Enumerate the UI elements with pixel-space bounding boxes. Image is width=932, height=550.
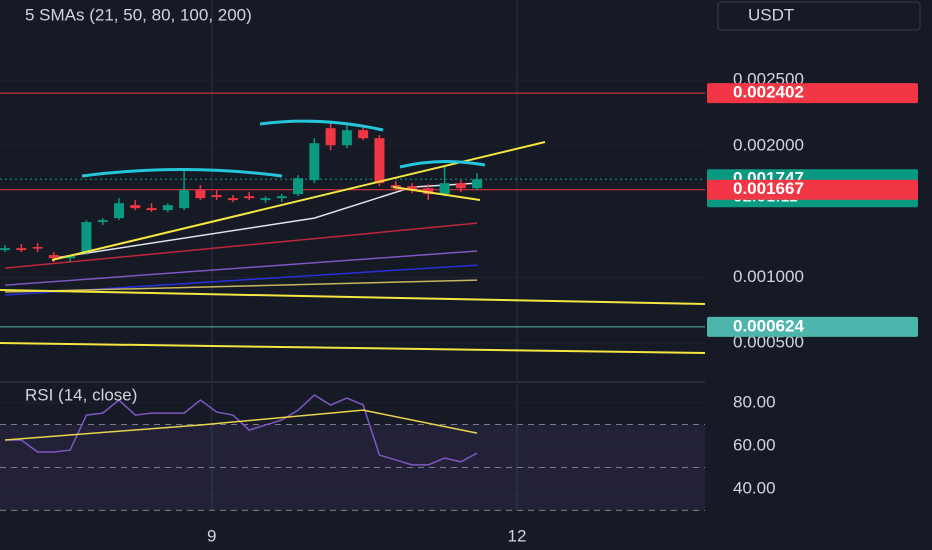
- drawings: [0, 119, 706, 354]
- rsi-title: RSI (14, close): [25, 385, 137, 404]
- price-label-box: [707, 179, 918, 200]
- candle-body: [455, 183, 466, 189]
- x-tick-label: 9: [207, 526, 216, 545]
- candle-body: [113, 203, 124, 219]
- y-tick-label: 60.00: [733, 435, 776, 454]
- candle-body: [65, 256, 76, 259]
- y-tick-label: 40.00: [733, 478, 776, 497]
- moving-average: [5, 279, 478, 293]
- y-tick-label: 0.002000: [733, 135, 804, 154]
- candle-body: [48, 255, 59, 259]
- price-label: 0.001667: [733, 179, 804, 198]
- candle-body: [472, 179, 483, 189]
- candle-body: [146, 208, 157, 211]
- trend-line: [0, 342, 706, 354]
- candle-body: [244, 196, 255, 199]
- candle-body: [276, 196, 287, 199]
- rsi-line: [4, 409, 478, 441]
- y-tick-label: 0.000500: [733, 333, 804, 352]
- candle-body: [16, 248, 27, 251]
- moving-average: [4, 250, 478, 286]
- arc-drawing: [399, 159, 486, 169]
- candle-body: [179, 190, 190, 209]
- candle-body: [423, 188, 434, 195]
- indicator-title: 5 SMAs (21, 50, 80, 100, 200): [25, 5, 252, 24]
- moving-average: [4, 222, 478, 269]
- currency-button[interactable]: [717, 1, 921, 31]
- candle-body: [260, 198, 271, 201]
- x-tick-label: 12: [508, 526, 527, 545]
- candle-body: [81, 222, 92, 253]
- y-tick-label: 0.001000: [733, 267, 804, 286]
- arc-drawing: [259, 119, 384, 132]
- candle-body: [325, 128, 336, 146]
- candle-body: [97, 220, 108, 223]
- candle-body: [227, 198, 238, 201]
- trend-line: [392, 186, 481, 201]
- candle-body: [439, 183, 450, 195]
- candle-body: [293, 178, 304, 195]
- rsi-line: [5, 394, 478, 466]
- candle-body: [358, 130, 369, 139]
- candle-body: [341, 130, 352, 146]
- currency-label[interactable]: USDT: [748, 5, 794, 24]
- candle-body: [130, 205, 141, 209]
- candle-body: [32, 247, 43, 249]
- candle-body: [406, 186, 417, 191]
- arc-drawing: [81, 168, 283, 178]
- price-label-box: [707, 83, 918, 104]
- price-label: 0.002402: [733, 83, 804, 102]
- candle-body: [195, 190, 206, 199]
- y-tick-label: 80.00: [733, 393, 776, 412]
- candle-body: [0, 248, 11, 251]
- price-label: 0.000624: [733, 316, 804, 335]
- candle-body: [162, 205, 173, 211]
- trend-line: [0, 289, 706, 305]
- candle-body: [309, 143, 320, 181]
- price-label-box: [707, 316, 918, 337]
- candle-body: [374, 138, 385, 184]
- candle-body: [211, 195, 222, 198]
